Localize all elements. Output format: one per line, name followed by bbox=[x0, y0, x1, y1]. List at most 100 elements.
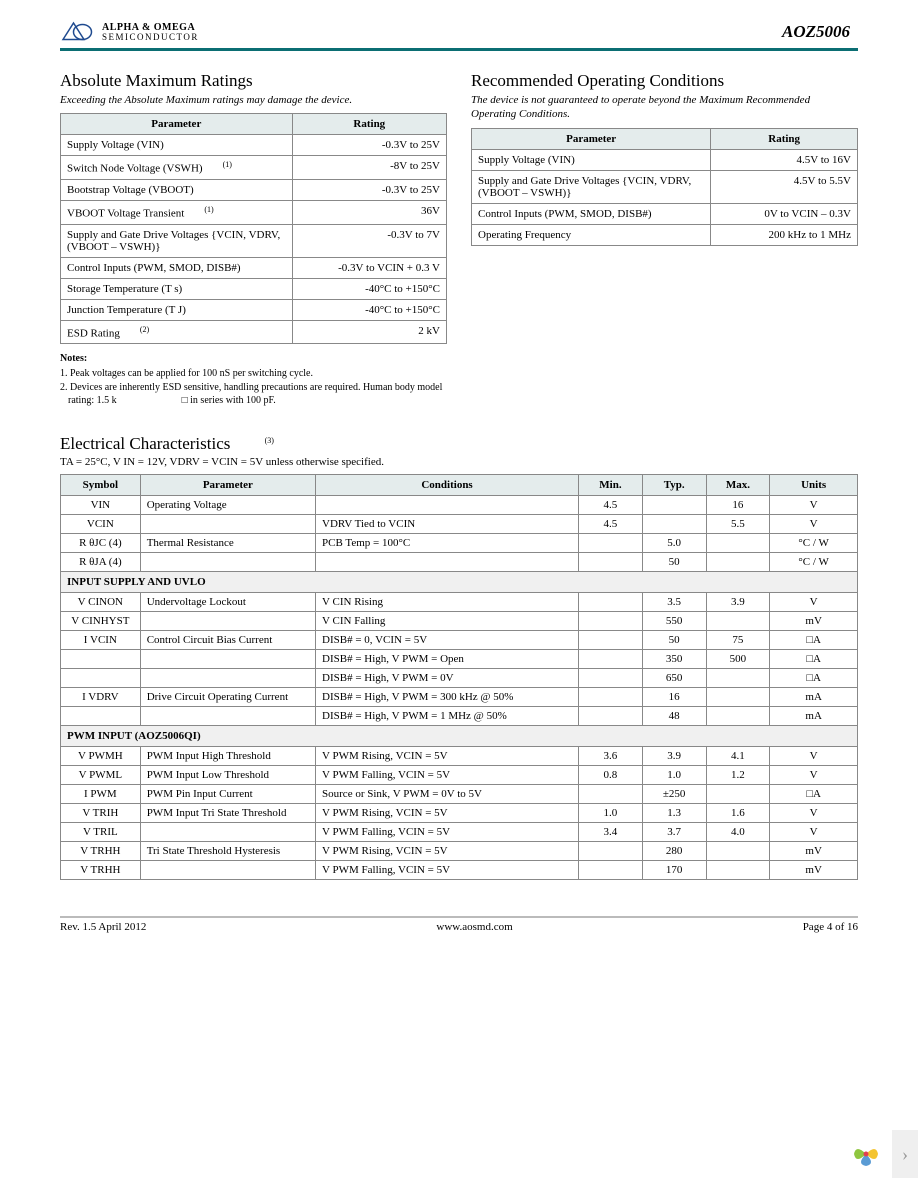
elec-cell: 3.7 bbox=[642, 823, 706, 842]
elec-cell: PWM Input Tri State Threshold bbox=[140, 804, 315, 823]
elec-cell: V TRIH bbox=[61, 804, 141, 823]
elec-cell: PWM Pin Input Current bbox=[140, 785, 315, 804]
nav-logo-icon bbox=[846, 1134, 886, 1174]
elec-cell: V TRHH bbox=[61, 861, 141, 880]
notes: Notes: 1. Peak voltages can be applied f… bbox=[60, 352, 447, 407]
elec-cell: PCB Temp = 100°C bbox=[316, 534, 579, 553]
elec-cell: V bbox=[770, 823, 858, 842]
abs-max-title: Absolute Maximum Ratings bbox=[60, 71, 447, 91]
elec-cell bbox=[140, 650, 315, 669]
elec-cell bbox=[706, 669, 770, 688]
elec-cell: V CIN Rising bbox=[316, 593, 579, 612]
elec-cell bbox=[61, 707, 141, 726]
elec-section-header: PWM INPUT (AOZ5006QI) bbox=[61, 726, 858, 747]
logo-text-line1: ALPHA & OMEGA bbox=[102, 23, 199, 33]
elec-cell: □A bbox=[770, 631, 858, 650]
elec-cell: R θJA (4) bbox=[61, 553, 141, 572]
table-cell-param: Supply and Gate Drive Voltages {VCIN, VD… bbox=[61, 224, 293, 257]
elec-cell bbox=[706, 688, 770, 707]
table-cell-param: Storage Temperature (T s) bbox=[61, 278, 293, 299]
elec-cell: DISB# = High, V PWM = 300 kHz @ 50% bbox=[316, 688, 579, 707]
page-header: ALPHA & OMEGA SEMICONDUCTOR AOZ5006 bbox=[60, 20, 858, 44]
elec-cell bbox=[579, 688, 643, 707]
elec-cell: V CINON bbox=[61, 593, 141, 612]
table-cell-rating: 0V to VCIN – 0.3V bbox=[711, 203, 858, 224]
elec-cell bbox=[140, 515, 315, 534]
elec-cell bbox=[140, 823, 315, 842]
table-cell-param: Supply Voltage (VIN) bbox=[472, 149, 711, 170]
elec-cell: 50 bbox=[642, 631, 706, 650]
elec-cell bbox=[140, 553, 315, 572]
abs-max-section: Absolute Maximum Ratings Exceeding the A… bbox=[60, 71, 447, 408]
elec-cell: ±250 bbox=[642, 785, 706, 804]
page-nav-widget: › bbox=[846, 1130, 918, 1178]
elec-cell: V bbox=[770, 496, 858, 515]
table-cell-rating: 200 kHz to 1 MHz bbox=[711, 224, 858, 245]
elec-cell: 170 bbox=[642, 861, 706, 880]
elec-cell bbox=[61, 669, 141, 688]
table-cell-param: VBOOT Voltage Transient(1) bbox=[61, 200, 293, 224]
elec-cell bbox=[579, 861, 643, 880]
elec-cell bbox=[316, 553, 579, 572]
elec-cell: VCIN bbox=[61, 515, 141, 534]
elec-col-header: Typ. bbox=[642, 475, 706, 496]
elec-cell: mA bbox=[770, 688, 858, 707]
elec-cell: V bbox=[770, 766, 858, 785]
elec-cell bbox=[579, 612, 643, 631]
elec-cell bbox=[642, 515, 706, 534]
note-1: 1. Peak voltages can be applied for 100 … bbox=[60, 367, 447, 380]
elec-cell: PWM Input High Threshold bbox=[140, 747, 315, 766]
table-cell-param: Bootstrap Voltage (VBOOT) bbox=[61, 179, 293, 200]
elec-cell bbox=[706, 707, 770, 726]
elec-cell: 0.8 bbox=[579, 766, 643, 785]
elec-cell bbox=[706, 612, 770, 631]
elec-cell: Control Circuit Bias Current bbox=[140, 631, 315, 650]
elec-cell: Source or Sink, V PWM = 0V to 5V bbox=[316, 785, 579, 804]
table-cell-rating: -40°C to +150°C bbox=[292, 299, 446, 320]
elec-cell bbox=[579, 553, 643, 572]
footer-rev: Rev. 1.5 April 2012 bbox=[60, 921, 146, 933]
elec-cell: V PWMH bbox=[61, 747, 141, 766]
elec-cell: V bbox=[770, 593, 858, 612]
elec-cell: V PWM Rising, VCIN = 5V bbox=[316, 842, 579, 861]
elec-cell: V PWM Rising, VCIN = 5V bbox=[316, 804, 579, 823]
elec-cell: V PWM Falling, VCIN = 5V bbox=[316, 823, 579, 842]
elec-cell bbox=[579, 650, 643, 669]
elec-cell: I PWM bbox=[61, 785, 141, 804]
header-rule bbox=[60, 48, 858, 51]
elec-cell bbox=[706, 842, 770, 861]
elec-cell: 3.9 bbox=[706, 593, 770, 612]
elec-col-header: Units bbox=[770, 475, 858, 496]
elec-cell: 75 bbox=[706, 631, 770, 650]
table-cell-param: ESD Rating(2) bbox=[61, 320, 293, 344]
logo-icon bbox=[60, 20, 96, 44]
elec-cell: V PWM Rising, VCIN = 5V bbox=[316, 747, 579, 766]
elec-cell: □A bbox=[770, 785, 858, 804]
elec-cell: 48 bbox=[642, 707, 706, 726]
elec-cell bbox=[579, 669, 643, 688]
elec-cell: I VCIN bbox=[61, 631, 141, 650]
abs-max-col-param: Parameter bbox=[61, 114, 293, 135]
elec-cell bbox=[706, 785, 770, 804]
table-cell-rating: 4.5V to 5.5V bbox=[711, 170, 858, 203]
elec-cell bbox=[140, 612, 315, 631]
elec-cell: 3.6 bbox=[579, 747, 643, 766]
elec-cell: 4.1 bbox=[706, 747, 770, 766]
elec-cell: Operating Voltage bbox=[140, 496, 315, 515]
elec-cell: mV bbox=[770, 861, 858, 880]
table-cell-rating: -40°C to +150°C bbox=[292, 278, 446, 299]
elec-cell bbox=[579, 785, 643, 804]
elec-cell: I VDRV bbox=[61, 688, 141, 707]
elec-cell bbox=[642, 496, 706, 515]
table-cell-param: Supply Voltage (VIN) bbox=[61, 135, 293, 156]
elec-cell: 3.4 bbox=[579, 823, 643, 842]
elec-cell: Tri State Threshold Hysteresis bbox=[140, 842, 315, 861]
table-cell-param: Junction Temperature (T J) bbox=[61, 299, 293, 320]
elec-title: Electrical Characteristics (3) bbox=[60, 434, 858, 454]
rec-op-col-param: Parameter bbox=[472, 128, 711, 149]
next-page-button[interactable]: › bbox=[892, 1130, 918, 1178]
elec-cell: 16 bbox=[642, 688, 706, 707]
elec-cell: 50 bbox=[642, 553, 706, 572]
elec-cell bbox=[579, 707, 643, 726]
abs-max-table: Parameter Rating Supply Voltage (VIN)-0.… bbox=[60, 113, 447, 344]
